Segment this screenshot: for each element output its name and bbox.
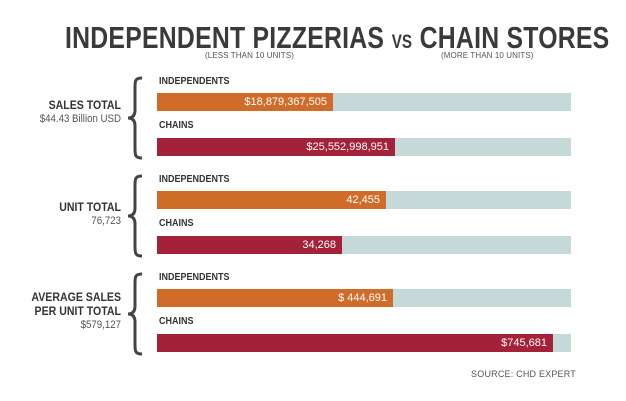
- independents-note: (LESS THAN 10 UNITS): [205, 51, 294, 60]
- brace-path: [127, 76, 143, 160]
- group-title-line: UNIT TOTAL: [59, 200, 121, 214]
- row-label-chains: CHAINS: [159, 218, 194, 229]
- row-label-independents: INDEPENDENTS: [159, 76, 230, 87]
- bar-value-label: 42,455: [346, 194, 380, 206]
- group-label-sales-total: SALES TOTAL $44.43 Billion USD: [0, 98, 121, 126]
- bar-independents: [157, 289, 393, 307]
- group-sublabel: 76,723: [91, 215, 121, 227]
- group-brace: [127, 76, 143, 160]
- group-label-unit-total: UNIT TOTAL 76,723: [0, 200, 121, 228]
- group-brace: [127, 272, 143, 356]
- bar-track: $ 444,691: [157, 289, 571, 307]
- bar-value-label: $745,681: [501, 337, 547, 349]
- bar-independents: [157, 93, 333, 111]
- group-title-line: AVERAGE SALES: [31, 290, 121, 304]
- row-label-chains: CHAINS: [159, 120, 194, 131]
- bar-track: 42,455: [157, 191, 571, 209]
- group-sublabel: $579,127: [80, 319, 121, 331]
- title-right: CHAIN STORES: [419, 20, 610, 55]
- bar-chains: [157, 236, 342, 254]
- bar-chains: [157, 138, 395, 156]
- bar-track: $25,552,998,951: [157, 138, 571, 156]
- chains-note: (MORE THAN 10 UNITS): [441, 51, 534, 60]
- bar-track: $745,681: [157, 334, 571, 352]
- bar-chains: [157, 334, 553, 352]
- bar-track: 34,268: [157, 236, 571, 254]
- group-brace: [127, 174, 143, 258]
- brace-path: [127, 272, 143, 356]
- chart-title: INDEPENDENT PIZZERIAS VS CHAIN STORES: [65, 20, 609, 56]
- source-note: SOURCE: CHD EXPERT: [471, 369, 576, 379]
- brace-path: [127, 174, 143, 258]
- title-vs: VS: [391, 32, 413, 53]
- group-title-line: PER UNIT TOTAL: [34, 304, 121, 318]
- bar-track: $18,879,367,505: [157, 93, 571, 111]
- group-sublabel: $44.43 Billion USD: [39, 113, 121, 125]
- bar-value-label: $ 444,691: [338, 292, 387, 304]
- row-label-independents: INDEPENDENTS: [159, 174, 230, 185]
- row-label-independents: INDEPENDENTS: [159, 272, 230, 283]
- bar-independents: [157, 191, 386, 209]
- title-left: INDEPENDENT PIZZERIAS: [65, 20, 385, 55]
- row-label-chains: CHAINS: [159, 316, 194, 327]
- bar-value-label: $18,879,367,505: [244, 96, 327, 108]
- group-title-line: SALES TOTAL: [48, 98, 121, 112]
- group-label-average-sales-per-unit-total: AVERAGE SALES PER UNIT TOTAL $579,127: [0, 290, 121, 332]
- bar-value-label: 34,268: [302, 239, 336, 251]
- bar-value-label: $25,552,998,951: [306, 141, 389, 153]
